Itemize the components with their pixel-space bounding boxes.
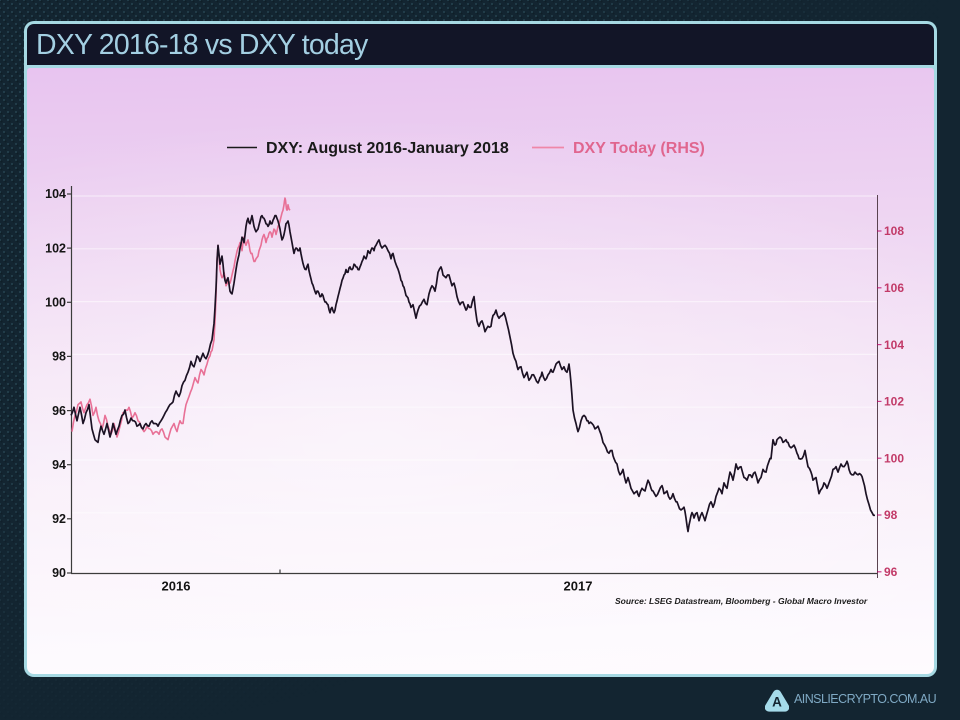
svg-text:102: 102 [45,241,66,255]
svg-text:106: 106 [884,281,904,295]
svg-text:102: 102 [884,395,904,409]
svg-text:94: 94 [52,458,66,472]
svg-text:96: 96 [52,404,66,418]
svg-text:100: 100 [45,296,66,310]
svg-text:96: 96 [884,565,898,579]
svg-text:Source: LSEG Datastream, Bloom: Source: LSEG Datastream, Bloomberg - Glo… [615,596,868,606]
svg-text:92: 92 [52,512,66,526]
svg-text:DXY Today (RHS): DXY Today (RHS) [573,140,705,157]
svg-text:104: 104 [884,338,904,352]
svg-text:104: 104 [45,187,66,201]
svg-text:90: 90 [52,566,66,580]
svg-text:DXY: August 2016-January 2018: DXY: August 2016-January 2018 [266,140,509,157]
svg-text:98: 98 [884,508,898,522]
svg-text:2017: 2017 [564,579,593,594]
svg-text:98: 98 [52,350,66,364]
svg-text:108: 108 [884,224,904,238]
svg-text:A: A [772,694,782,709]
svg-text:2016: 2016 [162,579,191,594]
svg-text:100: 100 [884,451,904,465]
